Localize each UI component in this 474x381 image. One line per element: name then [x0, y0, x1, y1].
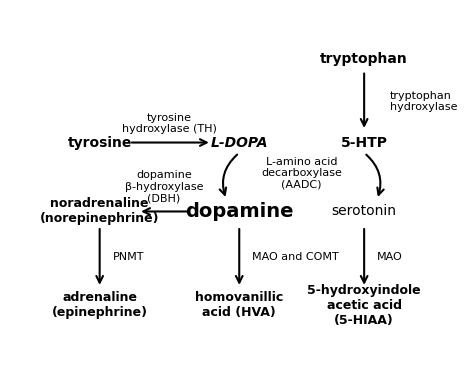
- Text: L-DOPA: L-DOPA: [210, 136, 268, 149]
- Text: dopamine
β-hydroxylase
(DBH): dopamine β-hydroxylase (DBH): [125, 170, 203, 203]
- Text: adrenaline
(epinephrine): adrenaline (epinephrine): [52, 291, 148, 319]
- Text: MAO and COMT: MAO and COMT: [252, 252, 339, 262]
- Text: PNMT: PNMT: [112, 252, 144, 262]
- Text: tryptophan
hydroxylase: tryptophan hydroxylase: [390, 91, 457, 112]
- Text: homovanillic
acid (HVA): homovanillic acid (HVA): [195, 291, 283, 319]
- Text: 5-hydroxyindole
acetic acid
(5-HIAA): 5-hydroxyindole acetic acid (5-HIAA): [307, 284, 421, 327]
- Text: noradrenaline
(norepinephrine): noradrenaline (norepinephrine): [40, 197, 159, 226]
- Text: L-amino acid
decarboxylase
(AADC): L-amino acid decarboxylase (AADC): [261, 157, 342, 190]
- Text: serotonin: serotonin: [332, 205, 397, 218]
- Text: tyrosine: tyrosine: [67, 136, 132, 149]
- Text: dopamine: dopamine: [185, 202, 293, 221]
- Text: MAO: MAO: [377, 252, 403, 262]
- Text: tryptophan: tryptophan: [320, 52, 408, 66]
- Text: 5-HTP: 5-HTP: [341, 136, 388, 149]
- Text: tyrosine
hydroxylase (TH): tyrosine hydroxylase (TH): [122, 113, 217, 134]
